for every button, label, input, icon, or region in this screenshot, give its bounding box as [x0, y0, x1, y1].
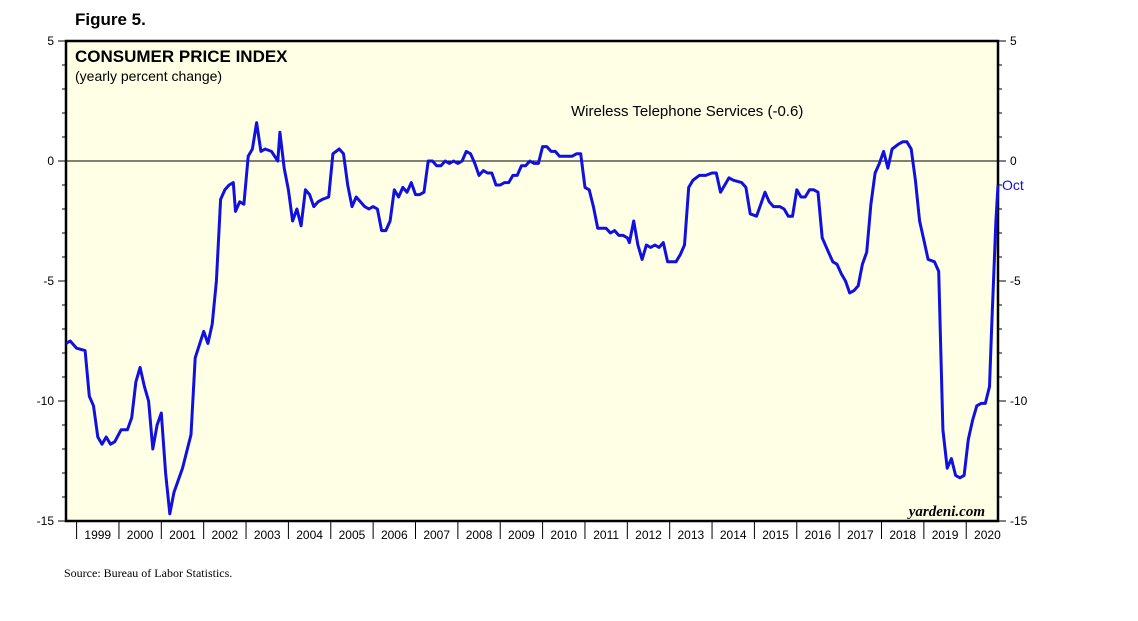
- y-tick-label-right: -15: [1010, 514, 1028, 528]
- x-tick-label: 2000: [127, 528, 154, 542]
- x-tick-label: 2014: [720, 528, 747, 542]
- x-tick-label: 2007: [423, 528, 450, 542]
- x-tick-label: 2006: [381, 528, 408, 542]
- x-tick-label: 2012: [635, 528, 662, 542]
- y-tick-label-right: 0: [1010, 154, 1017, 168]
- chart-subtitle: (yearly percent change): [75, 68, 222, 84]
- series-end-label: Oct: [1002, 177, 1024, 193]
- x-tick-label: 2003: [254, 528, 281, 542]
- y-tick-label-left: 5: [47, 34, 54, 48]
- y-tick-label-left: -15: [37, 514, 55, 528]
- x-tick-label: 2008: [466, 528, 493, 542]
- figure-label: Figure 5.: [75, 10, 146, 29]
- x-tick-label: 2010: [550, 528, 577, 542]
- x-tick-label: 2016: [805, 528, 832, 542]
- x-tick-label: 2001: [169, 528, 196, 542]
- series-label: Wireless Telephone Services (-0.6): [571, 103, 803, 120]
- y-axis-right: -15 -10 -5 0 5: [998, 34, 1028, 528]
- x-axis: 1999 2000 2001 2002 2003 2004 2005 2006 2007 2008…: [76, 521, 1001, 542]
- chart-title: CONSUMER PRICE INDEX: [75, 47, 288, 66]
- x-tick-label: 2011: [593, 528, 619, 542]
- y-tick-label-left: -5: [43, 274, 54, 288]
- x-tick-label: 2005: [339, 528, 366, 542]
- series-line-wireless-telephone-services: [65, 121, 1000, 516]
- y-tick-label-right: -5: [1010, 274, 1021, 288]
- x-tick-label: 2015: [762, 528, 789, 542]
- x-tick-label: 2019: [932, 528, 959, 542]
- x-tick-label: 2004: [296, 528, 323, 542]
- y-tick-label-right: 5: [1010, 34, 1017, 48]
- x-tick-label: 2009: [508, 528, 535, 542]
- x-tick-label: 1999: [84, 528, 111, 542]
- x-tick-label: 2018: [889, 528, 916, 542]
- source-note: Source: Bureau of Labor Statistics.: [64, 566, 233, 580]
- y-axis-left: -15 -10 -5 0 5: [37, 34, 66, 528]
- y-tick-label-left: 0: [47, 154, 54, 168]
- x-tick-label: 2017: [847, 528, 874, 542]
- x-tick-label: 2013: [678, 528, 705, 542]
- y-tick-label-right: -10: [1010, 394, 1028, 408]
- x-tick-label: 2002: [212, 528, 239, 542]
- x-tick-label: 2020: [974, 528, 1001, 542]
- y-tick-label-left: -10: [37, 394, 55, 408]
- watermark: yardeni.com: [907, 504, 985, 520]
